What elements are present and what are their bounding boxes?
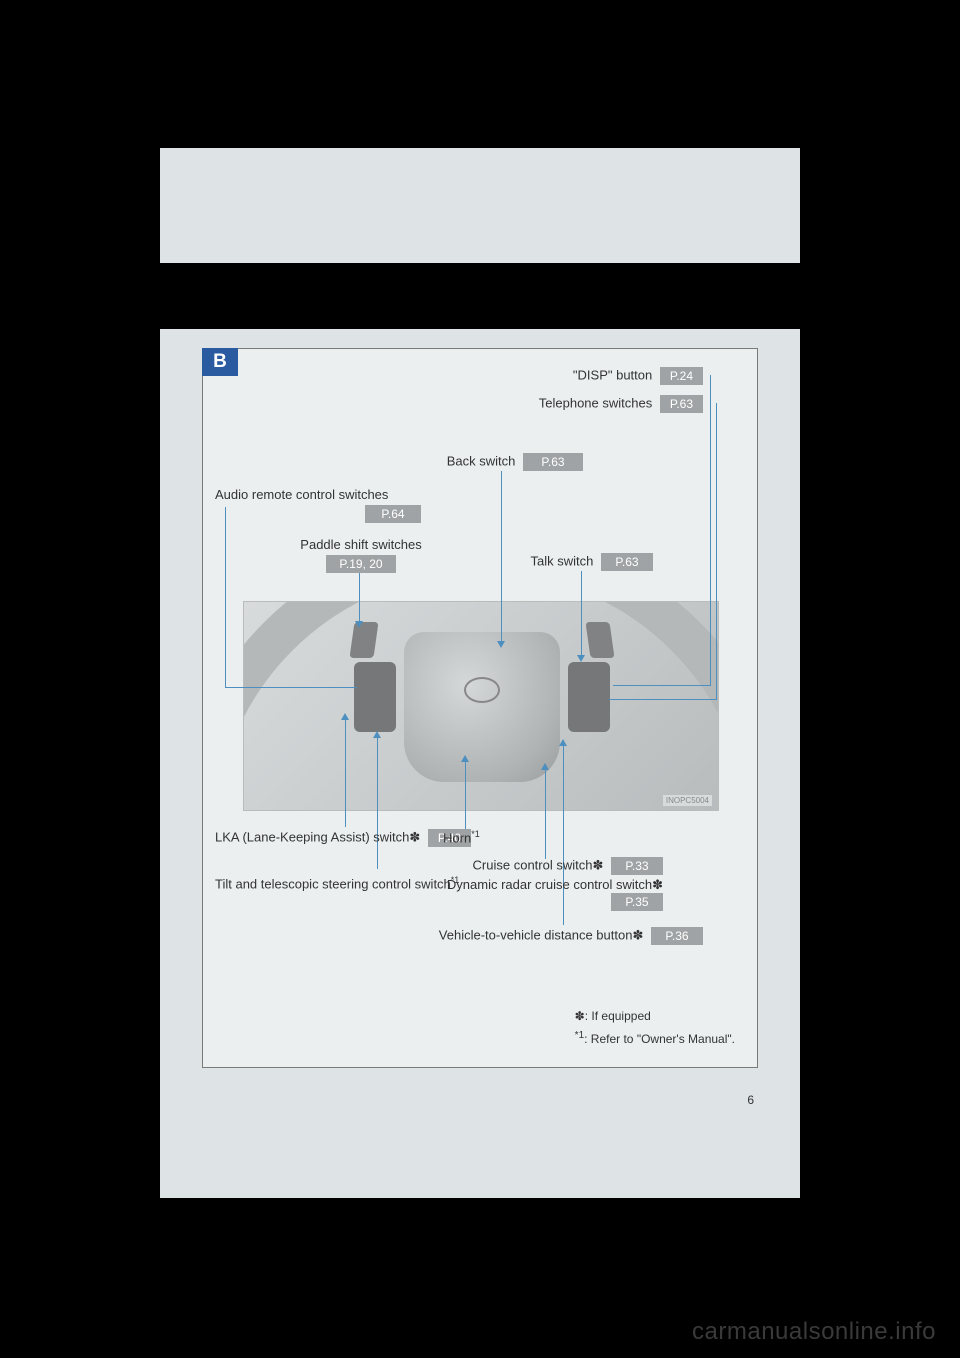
diagram-container: B "DISP" button P.24 Telephone switches …: [202, 348, 758, 1068]
callout-label: Vehicle-to-vehicle distance button: [439, 927, 633, 942]
callout-label: Audio remote control switches: [215, 487, 388, 502]
leader-line: [225, 507, 226, 687]
paddle-left: [349, 622, 378, 658]
callout-label: LKA (Lane-Keeping Assist) switch: [215, 829, 409, 844]
superscript: *1: [471, 829, 480, 839]
callout-back: Back switch P.63: [447, 453, 583, 471]
switch-cluster-left: [354, 662, 396, 732]
callout-talk: Talk switch P.63: [531, 553, 653, 571]
page-ref: P.63: [601, 553, 653, 571]
leader-line: [710, 375, 711, 685]
steering-wheel-image: INOPC5004: [243, 601, 719, 811]
leader-line: [465, 761, 466, 829]
arrowhead-icon: [341, 713, 349, 720]
arrowhead-icon: [355, 621, 363, 628]
header-black-band: [160, 263, 800, 329]
page-ref: P.64: [365, 505, 421, 523]
switch-cluster-right: [568, 662, 610, 732]
leader-line: [609, 699, 717, 700]
callout-audio: Audio remote control switches P.64: [215, 487, 435, 523]
callout-label: Horn: [443, 830, 471, 845]
leader-line: [377, 737, 378, 869]
footnote-text: : If equipped: [585, 1009, 651, 1023]
arrowhead-icon: [497, 641, 505, 648]
callout-label: Back switch: [447, 453, 516, 468]
leader-line: [716, 403, 717, 699]
leader-line: [501, 471, 502, 643]
watermark: carmanualsonline.info: [0, 1318, 960, 1346]
callout-label: "DISP" button: [573, 367, 652, 382]
leader-line: [225, 687, 357, 688]
leader-line: [613, 685, 711, 686]
page-number: 6: [747, 1093, 754, 1107]
paddle-right: [585, 622, 614, 658]
footnote-equipped: ✽: If equipped: [575, 1006, 735, 1028]
callout-cruise: Cruise control switch✽ P.33: [473, 857, 663, 875]
callout-telephone: Telephone switches P.63: [539, 395, 703, 413]
page-ref: P.33: [611, 857, 663, 875]
callout-label: Paddle shift switches: [300, 537, 421, 552]
leader-line: [581, 571, 582, 657]
arrowhead-icon: [373, 731, 381, 738]
footnote-text: : Refer to "Owner's Manual".: [584, 1032, 735, 1046]
leader-line: [359, 573, 360, 623]
arrowhead-icon: [559, 739, 567, 746]
callout-horn: Horn*1: [443, 829, 480, 845]
asterisk-mark: ✽: [409, 829, 420, 844]
arrowhead-icon: [577, 655, 585, 662]
arrowhead-icon: [461, 755, 469, 762]
page-ref: P.63: [523, 453, 583, 471]
callout-lka: LKA (Lane-Keeping Assist) switch✽ P.40: [215, 829, 425, 847]
asterisk-mark: ✽: [652, 877, 663, 892]
arrowhead-icon: [541, 763, 549, 770]
callout-label: Talk switch: [531, 553, 594, 568]
footnote-mark: *1: [575, 1030, 584, 1041]
callout-tilt: Tilt and telescopic steering control swi…: [215, 875, 455, 891]
callout-label: Telephone switches: [539, 395, 652, 410]
callout-label: Dynamic radar cruise control switch: [447, 877, 652, 892]
asterisk-mark: ✽: [592, 857, 603, 872]
footnote-manual: *1: Refer to "Owner's Manual".: [575, 1027, 735, 1051]
callout-vehicle-distance: Vehicle-to-vehicle distance button✽ P.36: [439, 927, 703, 945]
page-ref: P.36: [651, 927, 703, 945]
callout-label: Tilt and telescopic steering control swi…: [215, 876, 451, 891]
leader-line: [345, 719, 346, 827]
footnote-mark: ✽: [575, 1009, 585, 1023]
page-ref: P.35: [611, 893, 663, 911]
callout-paddle: Paddle shift switches P.19, 20: [281, 537, 441, 573]
callout-label: Cruise control switch: [473, 857, 593, 872]
leader-line: [545, 769, 546, 859]
wheel-hub: [404, 632, 560, 782]
image-code: INOPC5004: [663, 795, 712, 806]
asterisk-mark: ✽: [632, 927, 643, 942]
lexus-badge-icon: [464, 677, 500, 703]
page-ref: P.24: [660, 367, 703, 385]
page-ref: P.19, 20: [326, 555, 396, 573]
callout-disp: "DISP" button P.24: [573, 367, 703, 385]
section-tab: B: [202, 348, 238, 376]
page-background: B "DISP" button P.24 Telephone switches …: [160, 148, 800, 1198]
page-ref: P.63: [660, 395, 703, 413]
footnotes: ✽: If equipped *1: Refer to "Owner's Man…: [575, 1006, 735, 1051]
callout-dynamic-radar: Dynamic radar cruise control switch✽ P.3…: [433, 877, 663, 911]
